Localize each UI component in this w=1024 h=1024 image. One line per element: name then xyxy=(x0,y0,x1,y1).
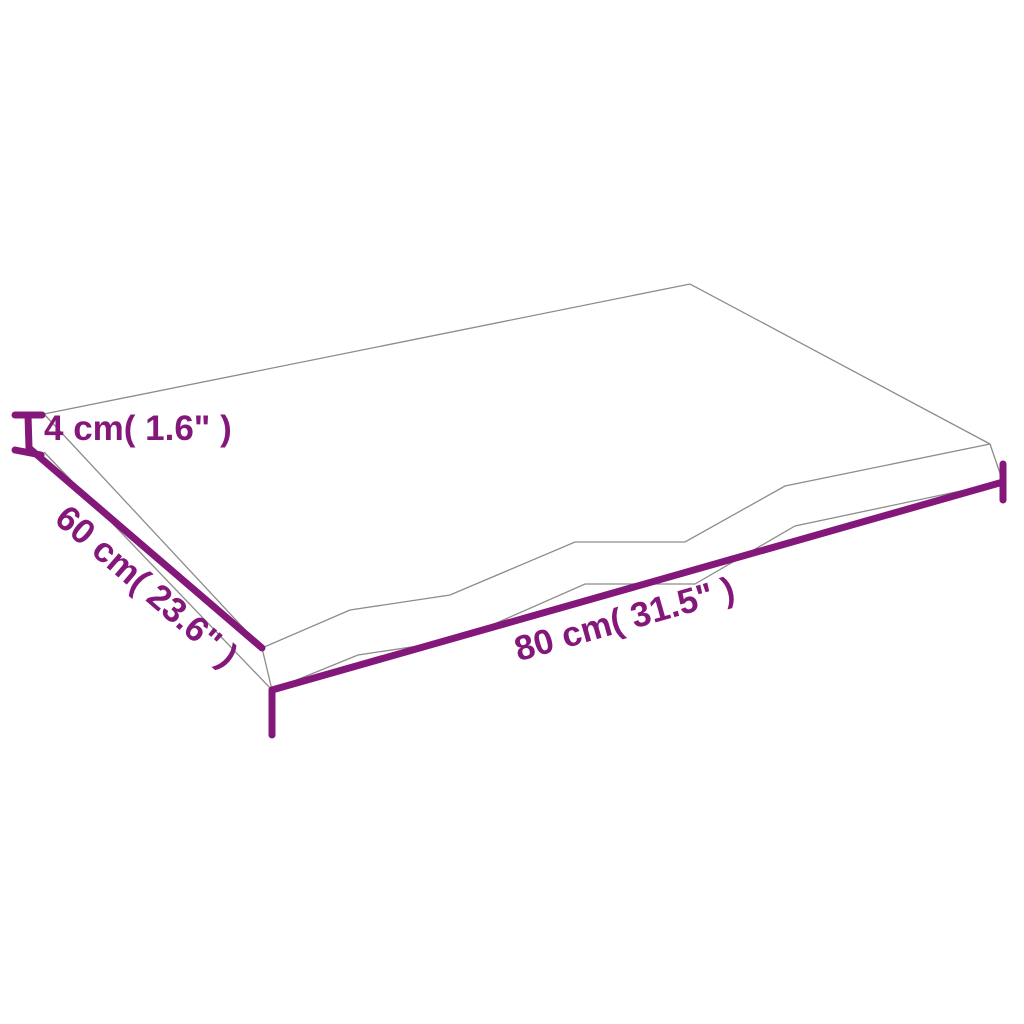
svg-text:4 cm( 1.6" ): 4 cm( 1.6" ) xyxy=(44,409,232,448)
